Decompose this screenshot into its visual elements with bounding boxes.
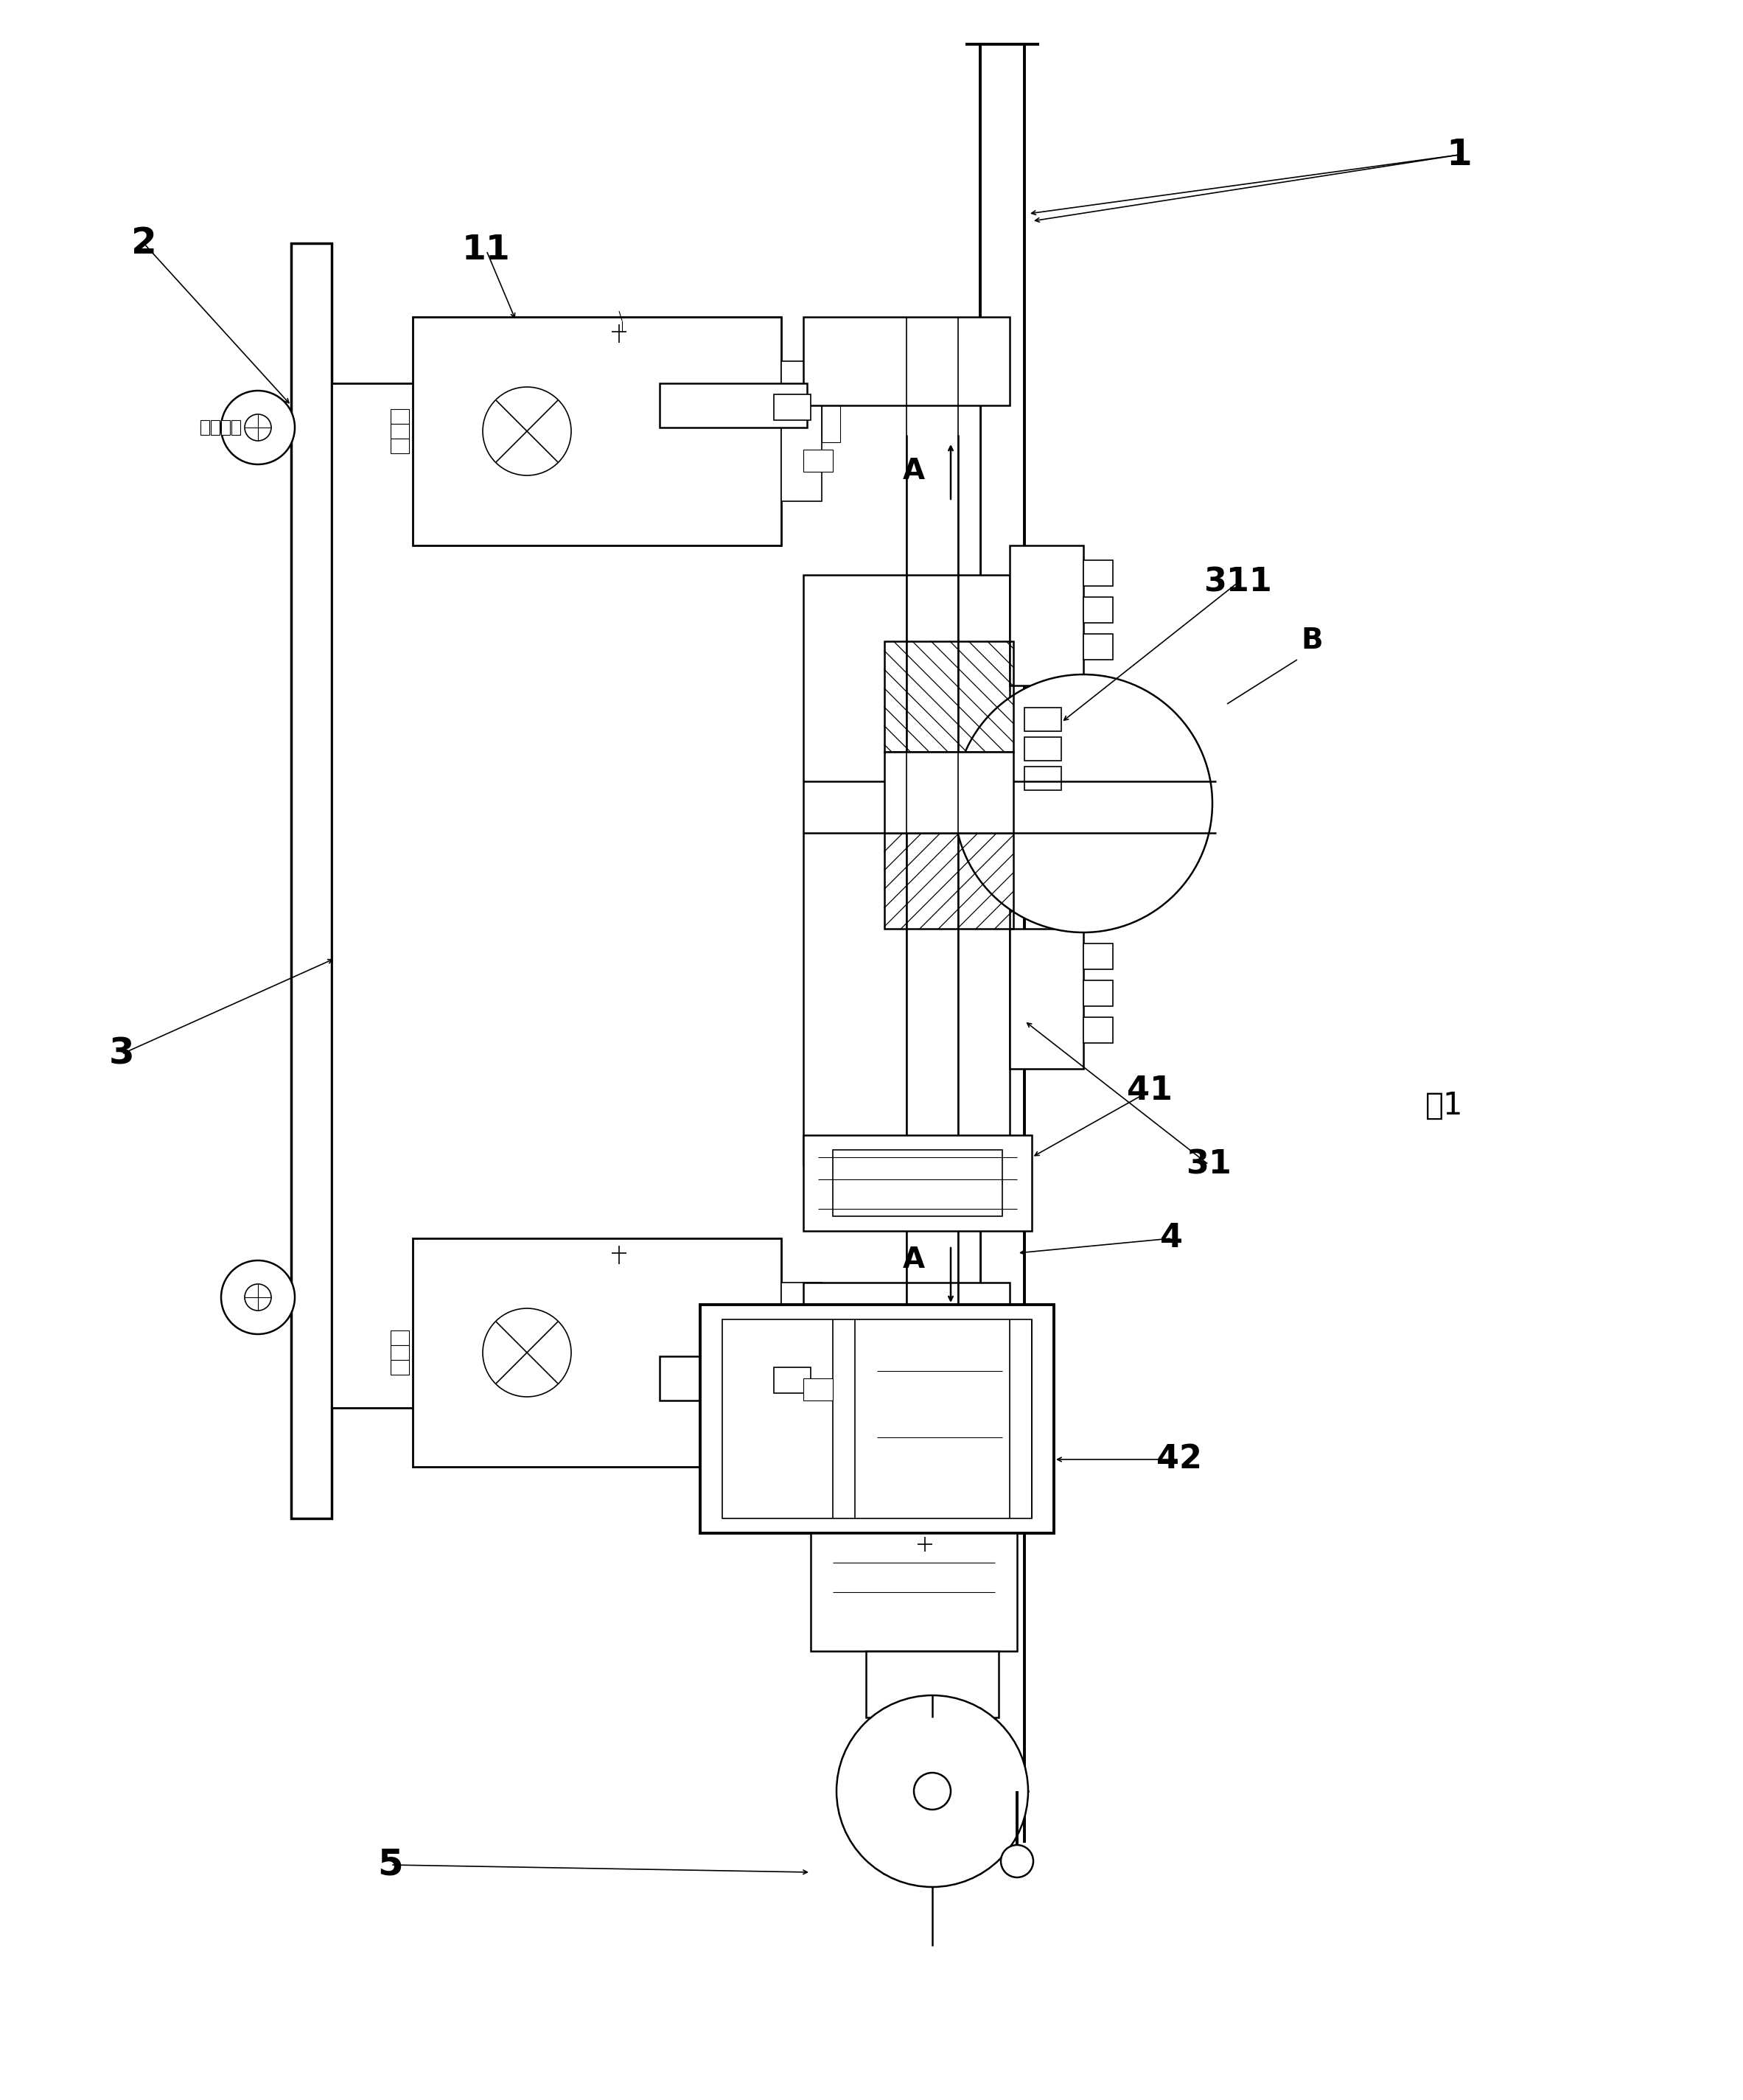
Bar <box>1084 634 1112 659</box>
Bar <box>884 834 1013 928</box>
Text: 图1: 图1 <box>1426 1090 1464 1121</box>
Bar <box>390 410 410 424</box>
Circle shape <box>1000 1846 1034 1877</box>
Bar <box>200 420 209 435</box>
Bar <box>413 1239 781 1466</box>
Bar <box>1084 596 1112 624</box>
Circle shape <box>955 674 1213 932</box>
Bar <box>810 1533 1018 1651</box>
Bar <box>1009 546 1084 685</box>
Bar <box>390 439 410 454</box>
Bar <box>1025 737 1061 760</box>
Circle shape <box>913 1772 950 1810</box>
Bar <box>804 1378 833 1401</box>
Circle shape <box>221 1260 295 1334</box>
Bar <box>884 752 1013 834</box>
Circle shape <box>483 1308 572 1396</box>
Text: 4: 4 <box>1161 1222 1183 1254</box>
Bar <box>232 420 241 435</box>
Text: 3: 3 <box>108 1037 134 1071</box>
Bar <box>390 424 410 439</box>
Bar <box>211 420 220 435</box>
Text: 2: 2 <box>131 225 157 260</box>
Bar <box>884 640 1013 752</box>
Bar <box>722 1319 1032 1518</box>
Text: 5: 5 <box>378 1848 403 1882</box>
Circle shape <box>837 1695 1028 1888</box>
Bar <box>331 384 980 1407</box>
Circle shape <box>244 1283 272 1310</box>
Bar <box>390 1361 410 1376</box>
Bar <box>1084 981 1112 1006</box>
Circle shape <box>221 391 295 464</box>
Bar <box>413 317 781 546</box>
Bar <box>774 1367 810 1392</box>
Bar <box>884 834 1013 928</box>
Text: A: A <box>903 1245 926 1275</box>
Bar <box>659 1357 807 1401</box>
Bar <box>804 449 833 473</box>
Bar <box>781 361 821 502</box>
Bar <box>390 1331 410 1346</box>
Bar <box>866 1651 999 1718</box>
Bar <box>659 384 807 428</box>
Bar <box>774 395 810 420</box>
Bar <box>291 244 331 1518</box>
Bar <box>804 317 1009 405</box>
Bar <box>1009 928 1084 1069</box>
Bar <box>701 1304 1055 1533</box>
Text: 42: 42 <box>1156 1443 1203 1476</box>
Bar <box>221 420 230 435</box>
Bar <box>1084 1016 1112 1044</box>
Bar <box>804 1136 1032 1231</box>
Text: 31: 31 <box>1185 1149 1232 1180</box>
Text: 311: 311 <box>1204 567 1272 598</box>
Bar <box>1025 766 1061 790</box>
Bar <box>1084 943 1112 970</box>
Bar <box>833 1151 1002 1216</box>
Circle shape <box>483 386 572 475</box>
Bar <box>804 1283 1009 1371</box>
Bar <box>390 1346 410 1361</box>
Bar <box>1025 708 1061 731</box>
Text: 11: 11 <box>462 233 511 267</box>
Text: 1: 1 <box>1447 136 1473 172</box>
Text: A: A <box>903 458 926 485</box>
Circle shape <box>244 414 272 441</box>
Bar <box>804 575 1009 1166</box>
Bar <box>781 1283 821 1422</box>
Text: 41: 41 <box>1128 1075 1173 1107</box>
Bar <box>884 640 1013 752</box>
Bar <box>821 1327 840 1363</box>
Text: B: B <box>1300 626 1323 655</box>
Bar <box>821 405 840 443</box>
Bar <box>1084 561 1112 586</box>
